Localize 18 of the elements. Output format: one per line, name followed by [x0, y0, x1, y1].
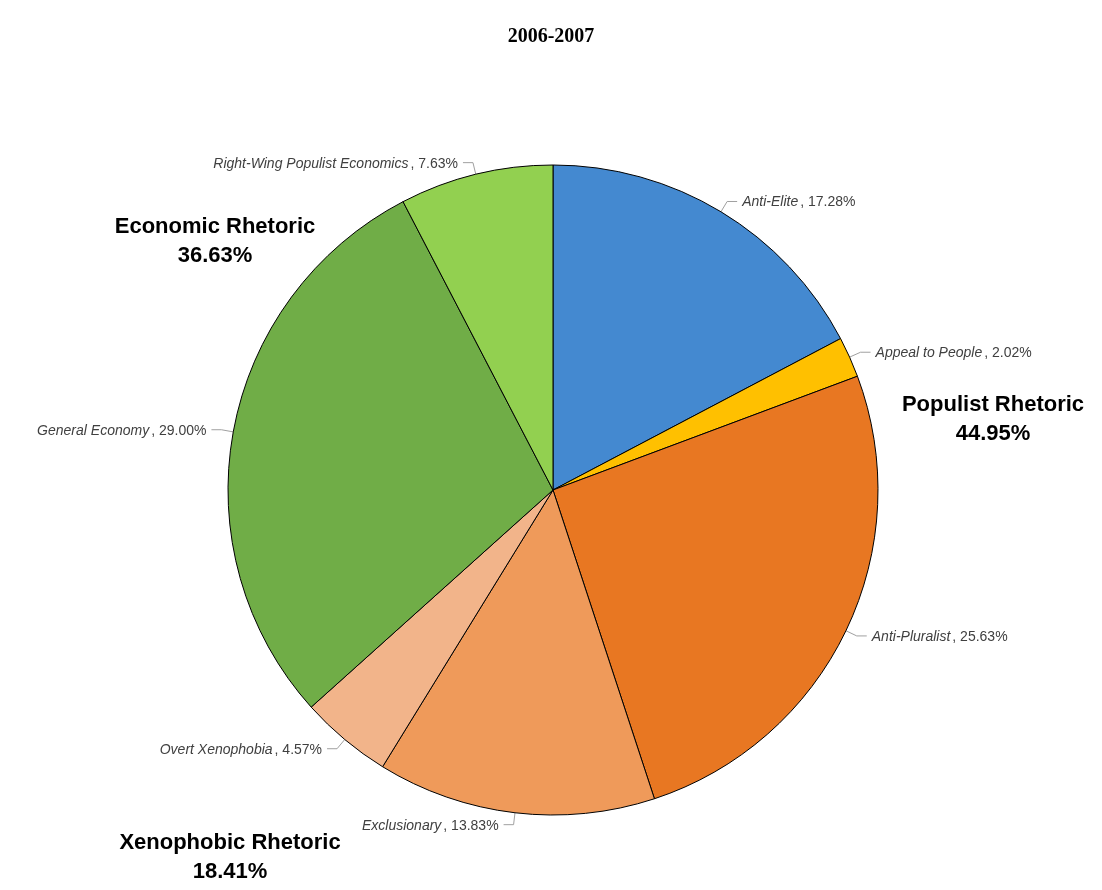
data-label: , 2.02% — [984, 344, 1032, 361]
slice-label: General Economy — [37, 421, 151, 438]
chart-title: 2006-2007 — [507, 24, 595, 46]
data-label: , 17.28% — [800, 193, 856, 210]
slice-label: Exclusionary — [361, 816, 443, 833]
slice-label: Anti-Elite — [741, 193, 799, 210]
data-label: , 7.63% — [410, 154, 458, 171]
data-label: , 25.63% — [952, 627, 1008, 644]
data-label: , 29.00% — [151, 421, 207, 438]
text: Economic Rhetoric 36.63% — [114, 213, 316, 267]
slice-label: Appeal to People — [874, 344, 983, 361]
data-label: , 13.83% — [443, 816, 499, 833]
data-label: , 4.57% — [274, 740, 323, 757]
text: Xenophobic Rhetoric 18.41% — [119, 829, 341, 883]
slice-label: Right-Wing Populist Economics — [213, 154, 409, 171]
slice-label: Overt Xenophobia — [159, 740, 273, 757]
slice-label: Anti-Pluralist — [870, 627, 952, 644]
text: Populist Rhetoric 44.95% — [901, 391, 1085, 445]
